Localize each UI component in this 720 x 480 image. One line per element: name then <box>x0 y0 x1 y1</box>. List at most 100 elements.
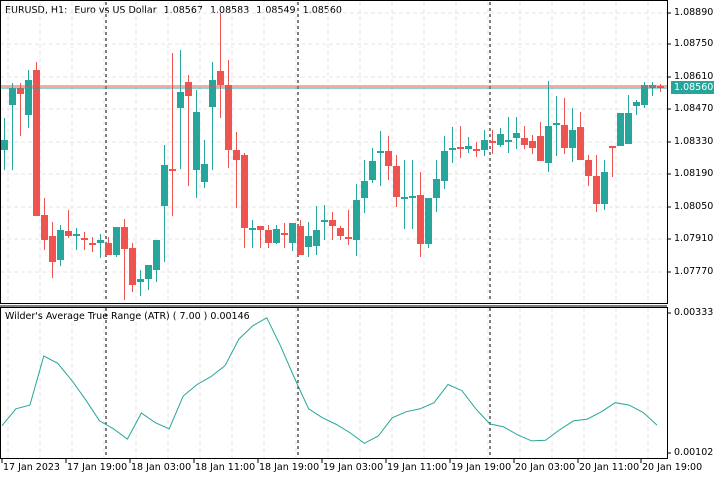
candle-body <box>25 80 32 115</box>
price-tick-label: 1.08330 <box>674 136 714 147</box>
candle-body <box>537 136 544 161</box>
candle-body <box>257 226 264 230</box>
candle-body <box>273 229 280 243</box>
time-tick-label: 20 Jan 11:00 <box>579 462 640 473</box>
candle-body <box>97 240 104 243</box>
price-tick-label: 1.08890 <box>674 7 714 18</box>
candle-body <box>209 80 216 107</box>
atr-label: Wilder's Average True Range (ATR) ( 7.00… <box>5 311 250 322</box>
chart-header: EURUSD, H1: Euro vs US Dollar 1.08567 1.… <box>5 5 346 16</box>
time-tick-label: 19 Jan 11:00 <box>387 462 448 473</box>
time-tick-label: 18 Jan 03:00 <box>131 462 192 473</box>
candle-body <box>121 227 128 249</box>
price-tick-label: 1.08750 <box>674 38 714 49</box>
candle-body <box>393 166 400 197</box>
candle-body <box>569 130 576 148</box>
candle-body <box>81 238 88 240</box>
candle-body <box>57 230 64 260</box>
candle-body <box>337 228 344 236</box>
candle-body <box>49 236 56 262</box>
time-tick-label: 18 Jan 19:00 <box>259 462 320 473</box>
candle-body <box>585 160 592 176</box>
candle-body <box>657 86 664 88</box>
candle-body <box>417 195 424 244</box>
candle-body <box>313 230 320 246</box>
candle-body <box>489 141 496 143</box>
candle-body <box>521 138 528 145</box>
low-value: 1.08549 <box>256 5 296 16</box>
candle-body <box>601 172 608 204</box>
price-tick-label: 1.07910 <box>674 233 714 244</box>
candle-body <box>89 243 96 245</box>
description-label: Euro vs US Dollar <box>74 5 157 16</box>
candle-body <box>185 82 192 96</box>
time-tick-label: 19 Jan 03:00 <box>323 462 384 473</box>
candle-body <box>609 146 616 148</box>
atr-tick-label: 0.00102 <box>674 447 714 458</box>
candle-body <box>249 228 256 230</box>
candle-body <box>161 165 168 206</box>
candle-body <box>113 227 120 255</box>
candle-body <box>129 248 136 285</box>
candle-body <box>217 71 224 85</box>
candle-body <box>17 88 24 94</box>
candle-body <box>361 181 368 198</box>
candle-body <box>9 88 16 105</box>
time-tick-label: 18 Jan 11:00 <box>195 462 256 473</box>
candle-body <box>481 140 488 150</box>
candle-body <box>265 230 272 243</box>
price-tick-label: 1.08050 <box>674 201 714 212</box>
candle-body <box>281 233 288 235</box>
atr-line <box>1 317 658 444</box>
candle-body <box>385 151 392 166</box>
candle-body <box>65 231 72 236</box>
time-tick-label: 20 Jan 19:00 <box>642 462 703 473</box>
candle-body <box>329 220 336 226</box>
candle-body <box>505 140 512 142</box>
close-value: 1.08560 <box>302 5 342 16</box>
candle-body <box>145 265 152 279</box>
candle-body <box>289 223 296 243</box>
current-price-tag: 1.08560 <box>671 81 714 94</box>
time-tick-label: 17 Jan 2023 <box>3 462 60 473</box>
candle-body <box>377 151 384 153</box>
candle-body <box>73 234 80 236</box>
candle-body <box>369 161 376 180</box>
atr-tick-label: 0.00333 <box>674 307 714 318</box>
candle-body <box>353 200 360 240</box>
time-tick-label: 17 Jan 19:00 <box>67 462 128 473</box>
candle-body <box>305 236 312 247</box>
candle-body <box>233 150 240 160</box>
candle-body <box>409 196 416 198</box>
candle-body <box>633 102 640 106</box>
candle-body <box>577 127 584 160</box>
candle-body <box>297 226 304 255</box>
open-value: 1.08567 <box>163 5 203 16</box>
candle-body <box>177 92 184 108</box>
candle-body <box>33 70 40 216</box>
candle-body <box>193 112 200 170</box>
candle-body <box>433 179 440 198</box>
candle-body <box>425 198 432 244</box>
price-tick-label: 1.07770 <box>674 266 714 277</box>
candle-body <box>617 113 624 146</box>
price-tick-label: 1.08470 <box>674 103 714 114</box>
candle-body <box>105 243 112 255</box>
candle-body <box>225 85 232 150</box>
candle-body <box>545 126 552 163</box>
candle-body <box>465 146 472 149</box>
candle-body <box>169 169 176 171</box>
candle-body <box>561 125 568 148</box>
time-tick-label: 20 Jan 03:00 <box>515 462 576 473</box>
candle-body <box>153 240 160 270</box>
candle-body <box>641 85 648 105</box>
candle-body <box>1 140 8 150</box>
high-value: 1.08583 <box>209 5 250 16</box>
candle-body <box>625 113 632 144</box>
candle-body <box>441 151 448 181</box>
price-tick-label: 1.08190 <box>674 168 714 179</box>
candle-body <box>201 164 208 182</box>
price-tick-label: 1.08610 <box>674 71 714 82</box>
candle-body <box>241 155 248 228</box>
